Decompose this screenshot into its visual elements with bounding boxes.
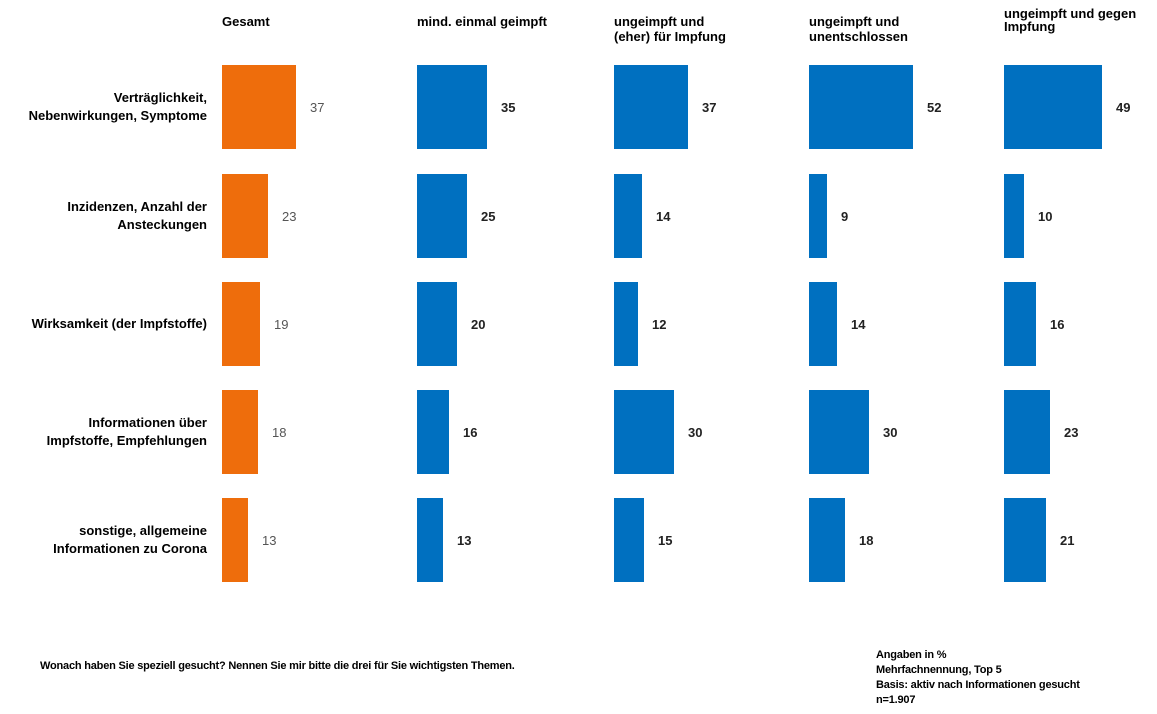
row-label: Verträglichkeit, Nebenwirkungen, Symptom… (28, 90, 207, 123)
data-label: 37 (310, 100, 324, 115)
bar (809, 390, 869, 474)
bar (417, 174, 467, 258)
bar (614, 498, 644, 582)
bar (614, 174, 642, 258)
column-header: ungeimpft und (eher) für Impfung (614, 14, 726, 44)
bar (614, 282, 638, 366)
data-label: 14 (851, 317, 866, 332)
bar (417, 498, 443, 582)
data-label: 10 (1038, 209, 1052, 224)
bar (1004, 390, 1050, 474)
data-label: 12 (652, 317, 666, 332)
bar (809, 498, 845, 582)
bar (222, 282, 260, 366)
bar (1004, 498, 1046, 582)
data-label: 25 (481, 209, 495, 224)
data-label: 13 (457, 533, 471, 548)
bar (1004, 282, 1036, 366)
column-header: ungeimpft und unentschlossen (809, 14, 908, 44)
bar-chart: 37 23 19 18 13 35 25 20 16 13 37 14 12 30 15 52 9 14 30 18 4… (222, 65, 1130, 582)
bar (809, 282, 837, 366)
row-label: sonstige, allgemeine Informationen zu Co… (53, 523, 207, 556)
note-n: n=1.907 (876, 694, 916, 706)
data-label: 20 (471, 317, 485, 332)
data-label: 49 (1116, 100, 1130, 115)
row-label: Inzidenzen, Anzahl der Ansteckungen (67, 199, 207, 232)
bar (222, 65, 296, 149)
bar (1004, 65, 1102, 149)
data-label: 18 (272, 425, 286, 440)
bar (222, 390, 258, 474)
data-label: 23 (282, 209, 296, 224)
data-label: 9 (841, 209, 848, 224)
bar (222, 174, 268, 258)
data-label: 16 (463, 425, 477, 440)
note-multiple: Mehrfachnennung, Top 5 (876, 664, 1002, 676)
bar (417, 282, 457, 366)
data-label: 15 (658, 533, 672, 548)
data-label: 21 (1060, 533, 1074, 548)
bar (1004, 174, 1024, 258)
row-label: Informationen über Impfstoffe, Empfehlun… (46, 415, 207, 448)
bar (417, 390, 449, 474)
column-header: Gesamt (222, 14, 270, 29)
data-label: 52 (927, 100, 941, 115)
data-label: 23 (1064, 425, 1078, 440)
data-label: 16 (1050, 317, 1064, 332)
data-label: 37 (702, 100, 716, 115)
column-header: ungeimpft und gegen Impfung (1004, 6, 1137, 34)
data-label: 14 (656, 209, 671, 224)
bar (809, 174, 827, 258)
data-label: 30 (688, 425, 702, 440)
data-label: 19 (274, 317, 288, 332)
bar (222, 498, 248, 582)
survey-question: Wonach haben Sie speziell gesucht? Nenne… (40, 660, 515, 672)
note-unit: Angaben in % (876, 649, 947, 661)
note-basis: Basis: aktiv nach Informationen gesucht (876, 679, 1080, 691)
bar (417, 65, 487, 149)
bar (809, 65, 913, 149)
data-label: 18 (859, 533, 873, 548)
row-label: Wirksamkeit (der Impfstoffe) (31, 316, 207, 331)
data-label: 30 (883, 425, 897, 440)
data-label: 35 (501, 100, 515, 115)
bar (614, 65, 688, 149)
data-label: 13 (262, 533, 276, 548)
footnotes: Angaben in % Mehrfachnennung, Top 5 Basi… (876, 648, 1080, 708)
column-header: mind. einmal geimpft (417, 14, 548, 29)
bar (614, 390, 674, 474)
